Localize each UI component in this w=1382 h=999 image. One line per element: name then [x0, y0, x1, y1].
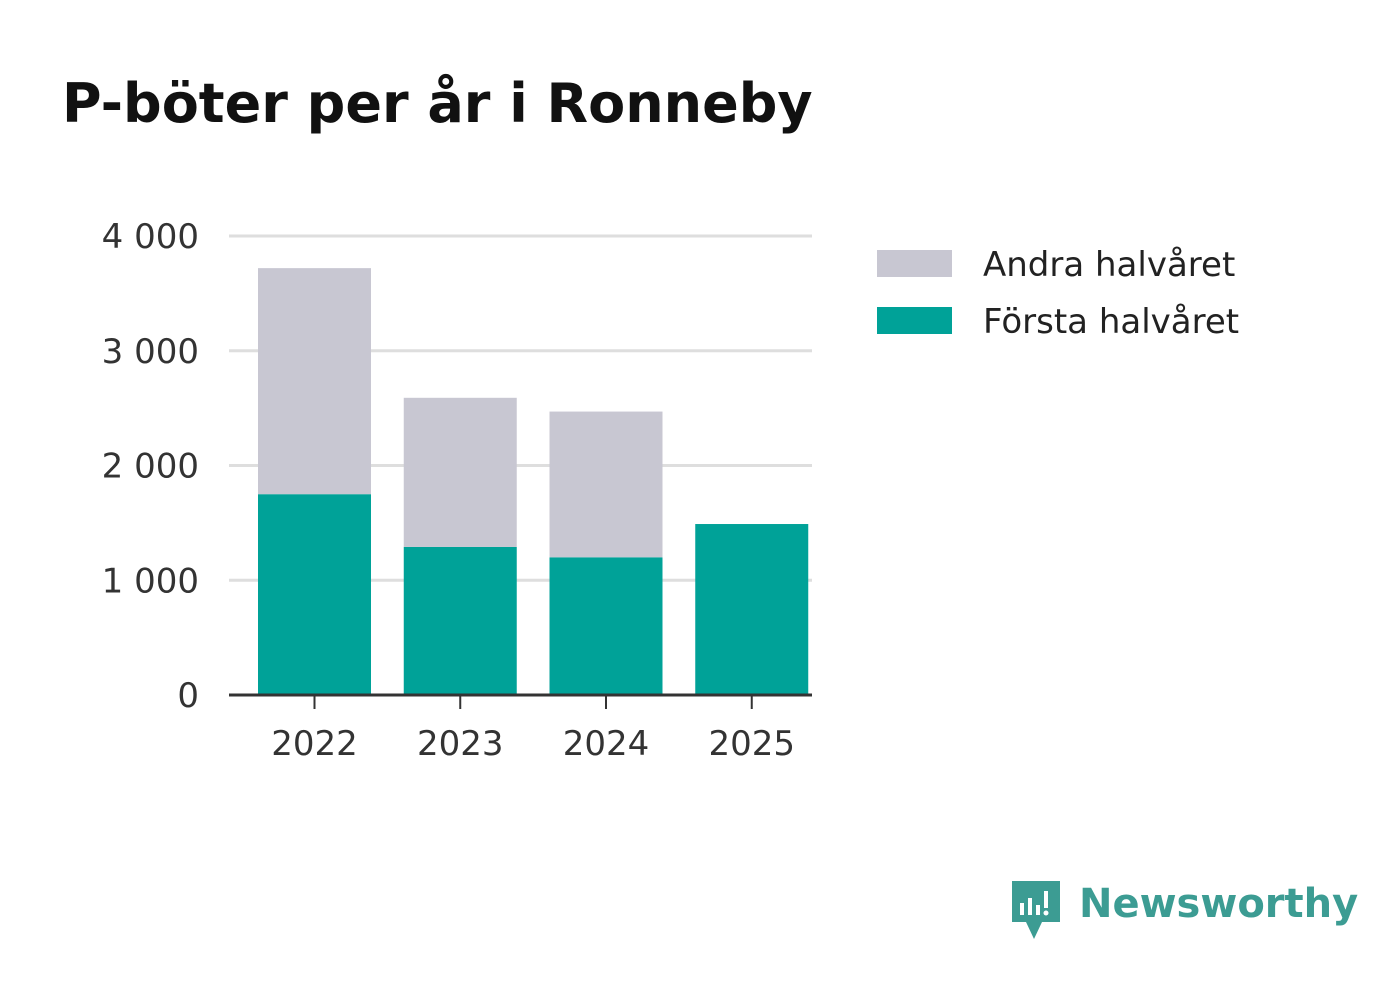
- newsworthy-logo-icon: [1012, 881, 1060, 939]
- y-tick-label: 1 000: [102, 561, 199, 601]
- x-tick-label: 2022: [271, 724, 358, 764]
- bar-segment: [403, 546, 517, 695]
- legend: Andra halvåret Första halvåret: [877, 245, 1239, 342]
- bar-segment: [403, 397, 517, 547]
- x-axis: 2022 2023 2024 2025: [229, 693, 812, 764]
- y-tick-label: 2 000: [102, 447, 199, 487]
- y-tick-label: 4 000: [102, 217, 199, 257]
- y-tick-label: 0: [177, 676, 199, 716]
- legend-label-andra-halvaret: Andra halvåret: [983, 245, 1235, 285]
- bars: [258, 268, 809, 695]
- y-axis-ticks: 0 1 000 2 000 3 000 4 000: [102, 217, 199, 716]
- legend-swatch-andra-halvaret: [877, 250, 952, 277]
- bar-segment: [549, 411, 663, 558]
- bar-segment: [549, 557, 663, 695]
- legend-swatch-forsta-halvaret: [877, 307, 952, 334]
- x-tick-label: 2024: [563, 724, 650, 764]
- x-tick-label: 2025: [708, 724, 795, 764]
- chart-title: P-böter per år i Ronneby: [62, 72, 813, 135]
- brand-name: Newsworthy: [1079, 881, 1358, 927]
- bar-segment: [695, 524, 809, 695]
- y-tick-label: 3 000: [102, 332, 199, 372]
- newsworthy-logo: Newsworthy: [1012, 881, 1358, 939]
- x-tick-label: 2023: [417, 724, 504, 764]
- bar-segment: [258, 494, 371, 695]
- bar-segment: [258, 268, 371, 495]
- legend-label-forsta-halvaret: Första halvåret: [983, 302, 1239, 342]
